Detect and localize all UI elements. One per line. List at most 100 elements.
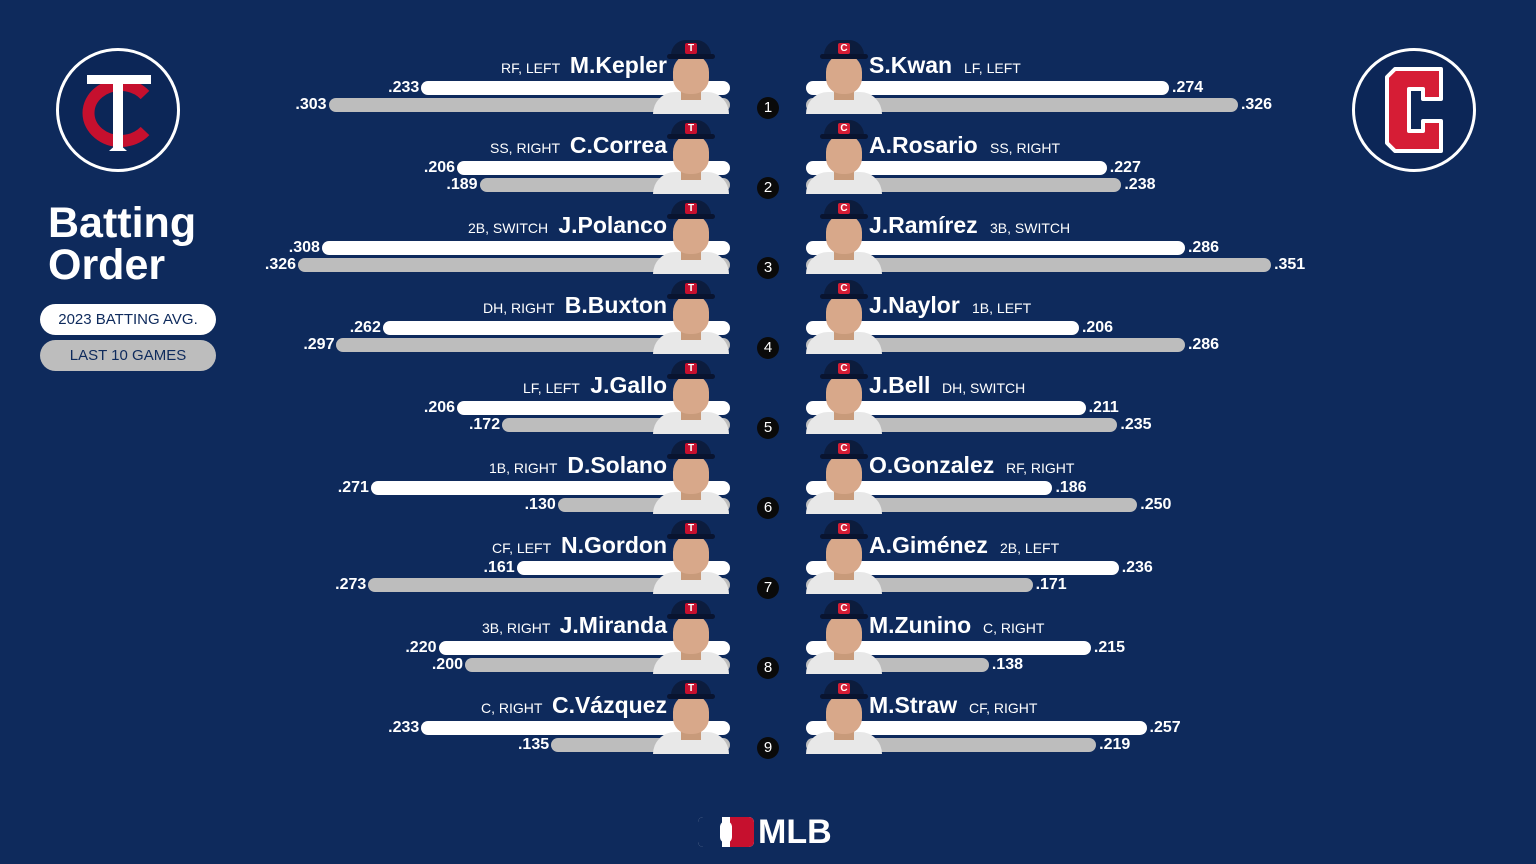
home-player-jersey bbox=[806, 492, 882, 514]
away-player-position: C, RIGHT bbox=[481, 700, 543, 716]
lineup-row: T .233 .135 C.Vázquez C, RIGHT 9 C .257 .219 M.St… bbox=[0, 680, 1536, 760]
away-season-bar bbox=[321, 241, 730, 255]
home-player-face bbox=[826, 214, 862, 254]
away-player-name: C.Vázquez bbox=[551, 692, 667, 718]
away-player-position: 3B, RIGHT bbox=[482, 620, 551, 636]
away-recent-value: .135 bbox=[517, 736, 550, 753]
away-player-position: DH, RIGHT bbox=[483, 300, 555, 316]
away-player-jersey bbox=[653, 252, 729, 274]
away-recent-bar bbox=[298, 258, 730, 272]
away-recent-bar bbox=[328, 98, 730, 112]
home-recent-bar bbox=[806, 418, 1118, 432]
away-recent-value: .130 bbox=[524, 496, 556, 513]
home-player-cap-logo-icon: C bbox=[838, 603, 850, 614]
home-recent-bar bbox=[806, 98, 1238, 112]
home-player-position: 1B, LEFT bbox=[972, 300, 1032, 316]
c-logo-icon bbox=[1385, 67, 1443, 153]
lineup-row: T .308.326 J.Polanco 2B, SWITCH 3 C .286 .351 J.… bbox=[0, 200, 1536, 280]
batting-order-number: 5 bbox=[757, 417, 779, 439]
home-player-face bbox=[826, 614, 862, 654]
away-season-bar bbox=[370, 481, 730, 495]
home-season-value: .211 bbox=[1088, 399, 1119, 416]
home-recent-value: .219 bbox=[1099, 736, 1131, 753]
away-player-headshot: T bbox=[653, 440, 729, 514]
away-player-headshot: T bbox=[653, 120, 729, 194]
away-season-bar bbox=[438, 641, 730, 655]
home-player-headshot: C bbox=[806, 360, 882, 434]
home-player-position: C, RIGHT bbox=[983, 620, 1045, 636]
away-player-cap-bill bbox=[667, 374, 715, 379]
away-player-cap-bill bbox=[667, 694, 715, 699]
away-player-face bbox=[673, 294, 709, 334]
home-player-headshot: C bbox=[806, 520, 882, 594]
home-player-jersey bbox=[806, 412, 882, 434]
home-player-cap-logo-icon: C bbox=[838, 43, 850, 54]
home-player-name: O.Gonzalez bbox=[869, 452, 995, 478]
home-season-value: .257 bbox=[1149, 719, 1181, 736]
home-player-face bbox=[826, 374, 862, 414]
home-player-face bbox=[826, 534, 862, 574]
home-season-value: .186 bbox=[1055, 479, 1087, 496]
lineup-row: T .206 .172 J.Gallo LF, LEFT 5 C .211.235 J.Bell… bbox=[0, 360, 1536, 440]
away-player-jersey bbox=[653, 492, 729, 514]
away-season-value: .233 bbox=[388, 79, 420, 96]
away-player-face bbox=[673, 534, 709, 574]
away-season-bar bbox=[457, 161, 730, 175]
home-player-cap-bill bbox=[820, 454, 868, 459]
home-player-cap-bill bbox=[820, 54, 868, 59]
home-player-name: J.Bell bbox=[869, 372, 931, 398]
home-season-value: .236 bbox=[1121, 559, 1153, 576]
away-season-bar bbox=[457, 401, 730, 415]
away-recent-bar bbox=[336, 338, 730, 352]
away-player-position: 1B, RIGHT bbox=[489, 460, 558, 476]
lineup-row: T .206.189 C.Correa SS, RIGHT 2 C .227.238 A.Ro… bbox=[0, 120, 1536, 200]
away-player-name: M.Kepler bbox=[569, 52, 667, 78]
mlb-batter-icon bbox=[698, 817, 754, 847]
away-player-headshot: T bbox=[653, 680, 729, 754]
away-season-bar bbox=[421, 721, 730, 735]
home-player-headshot: C bbox=[806, 40, 882, 114]
home-player-face bbox=[826, 54, 862, 94]
away-player-jersey bbox=[653, 732, 729, 754]
away-player-cap-logo-icon: T bbox=[685, 123, 697, 134]
home-player-jersey bbox=[806, 652, 882, 674]
away-player-jersey bbox=[653, 412, 729, 434]
away-season-value: .233 bbox=[388, 719, 420, 736]
lineup-row: T .161 .273 N.Gordon CF, LEFT 7 C .236 .171 A.Gim… bbox=[0, 520, 1536, 600]
away-player-position: CF, LEFT bbox=[492, 540, 552, 556]
home-player-cap-logo-icon: C bbox=[838, 683, 850, 694]
lineup-row: T .220.200 J.Miranda 3B, RIGHT 8 C .215 .138 M.Z… bbox=[0, 600, 1536, 680]
away-season-value: .271 bbox=[337, 479, 369, 496]
away-player-headshot: T bbox=[653, 40, 729, 114]
home-player-headshot: C bbox=[806, 440, 882, 514]
batting-order-number: 4 bbox=[757, 337, 779, 359]
home-recent-value: .250 bbox=[1140, 496, 1172, 513]
home-player-face bbox=[826, 454, 862, 494]
home-player-cap-logo-icon: C bbox=[838, 523, 850, 534]
home-player-cap-bill bbox=[820, 374, 868, 379]
away-recent-value: .297 bbox=[303, 336, 335, 353]
away-season-bar bbox=[382, 321, 730, 335]
away-player-headshot: T bbox=[653, 520, 729, 594]
home-season-value: .286 bbox=[1187, 239, 1220, 256]
away-recent-value: .303 bbox=[295, 96, 327, 113]
away-player-name: C.Correa bbox=[569, 132, 667, 158]
lineup-row: T .233 .303 M.Kepler RF, LEFT 1 C .274 .326 S.Kwa… bbox=[0, 40, 1536, 120]
mlb-wordmark: MLB bbox=[758, 813, 832, 851]
away-player-name: N.Gordon bbox=[560, 532, 667, 558]
home-player-position: CF, RIGHT bbox=[969, 700, 1038, 716]
home-recent-bar bbox=[806, 338, 1185, 352]
home-player-jersey bbox=[806, 332, 882, 354]
batting-order-number: 8 bbox=[757, 657, 779, 679]
away-recent-value: .326 bbox=[264, 256, 297, 273]
home-player-headshot: C bbox=[806, 120, 882, 194]
home-recent-value: .138 bbox=[991, 656, 1023, 673]
away-player-cap-bill bbox=[667, 534, 715, 539]
home-player-face bbox=[826, 694, 862, 734]
home-player-name: M.Straw bbox=[869, 692, 958, 718]
away-player-cap-logo-icon: T bbox=[685, 203, 697, 214]
away-player-name: J.Miranda bbox=[559, 612, 667, 638]
home-player-cap-bill bbox=[820, 694, 868, 699]
away-season-value: .308 bbox=[288, 239, 320, 256]
batting-order-number: 1 bbox=[757, 97, 779, 119]
